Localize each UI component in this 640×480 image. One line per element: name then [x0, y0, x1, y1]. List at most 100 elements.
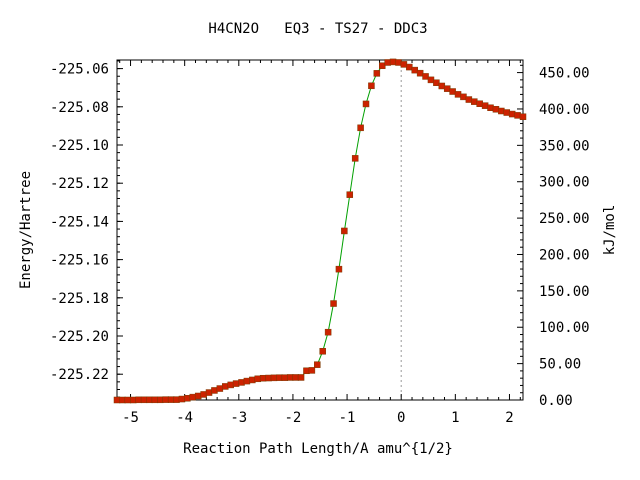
data-point [427, 76, 435, 84]
data-point [314, 361, 321, 368]
data-point [454, 91, 462, 98]
data-point [438, 82, 446, 90]
data-point [389, 58, 397, 66]
data-point [357, 124, 364, 132]
data-point [146, 396, 153, 404]
data-point [308, 367, 316, 374]
data-point [238, 379, 245, 386]
y2-tick-label: 200.00 [539, 247, 590, 263]
y2-tick-label: 450.00 [539, 66, 590, 82]
data-point [324, 328, 332, 336]
y2-tick-label: 100.00 [539, 320, 590, 336]
data-point [379, 62, 386, 69]
data-point [194, 392, 202, 400]
data-point [151, 396, 159, 404]
data-point [498, 107, 505, 115]
data-point [351, 155, 359, 162]
data-point [303, 367, 310, 375]
y2-tick-label: 400.00 [539, 102, 590, 118]
data-point [416, 69, 424, 77]
data-point [476, 100, 483, 107]
y-tick-label: -225.08 [50, 100, 109, 116]
data-point [129, 396, 137, 404]
data-point [265, 374, 272, 382]
y2-tick-label: 50.00 [539, 357, 581, 373]
x-tick-label: -2 [285, 410, 302, 426]
x-tick-label: -5 [122, 410, 139, 426]
y-tick-label: -225.22 [50, 367, 109, 383]
data-point [297, 374, 305, 381]
data-point [362, 100, 370, 108]
data-point [216, 385, 224, 392]
data-point [157, 396, 164, 404]
data-point [205, 389, 213, 396]
data-point [465, 96, 473, 103]
y2-tick-label: 0.00 [539, 393, 573, 409]
data-point [254, 375, 261, 383]
data-point [460, 93, 467, 101]
x-tick-label: 1 [451, 410, 459, 426]
data-point [433, 79, 440, 86]
data-point [281, 374, 289, 381]
data-point [211, 387, 218, 394]
data-point [503, 109, 511, 116]
data-point [406, 63, 413, 71]
data-point [259, 374, 267, 382]
data-point [227, 381, 234, 389]
data-point [492, 106, 500, 113]
data-point [270, 374, 278, 382]
data-point [200, 391, 207, 398]
y-tick-label: -225.14 [50, 214, 109, 230]
data-point [232, 380, 240, 387]
data-point [276, 374, 283, 381]
data-point [384, 59, 391, 66]
data-point [173, 396, 180, 403]
data-point [443, 85, 451, 92]
data-point [373, 70, 381, 77]
data-point [519, 113, 527, 120]
data-point [222, 383, 229, 390]
chart-title: H4CN2O EQ3 - TS27 - DDC3 [208, 21, 427, 37]
x-tick-label: 0 [397, 410, 405, 426]
y-tick-labels: -225.06 -225.08 -225.10 -225.12 -225.14 -225.… [50, 62, 109, 384]
data-point [135, 396, 142, 404]
data-point [286, 374, 294, 381]
data-point [341, 227, 348, 235]
data-point [184, 395, 191, 402]
y-tick-label: -225.12 [50, 176, 109, 192]
data-point [487, 104, 494, 112]
data-point [335, 265, 343, 273]
data-point [395, 59, 402, 66]
y-tick-label: -225.20 [50, 329, 109, 345]
data-point [140, 396, 148, 404]
y-tick-label: -225.16 [50, 253, 109, 269]
data-point [508, 110, 516, 118]
x-tick-label: -1 [339, 410, 356, 426]
data-point [481, 102, 489, 109]
data-point [162, 396, 169, 403]
y2-tick-label: 150.00 [539, 284, 590, 300]
y-axis-label: Energy/Hartree [18, 171, 34, 289]
x-tick-label: 2 [505, 410, 513, 426]
data-point [113, 396, 121, 404]
data-point-markers [113, 58, 527, 404]
data-point [368, 82, 375, 90]
data-point [119, 396, 126, 404]
data-point [411, 66, 418, 74]
data-point [124, 396, 132, 404]
data-point [330, 300, 337, 307]
data-point [189, 393, 197, 401]
x-tick-label: -4 [176, 410, 193, 426]
y-tick-label: -225.10 [50, 138, 109, 154]
plot-frame [116, 59, 524, 401]
y2-tick-label: 250.00 [539, 211, 590, 227]
x-axis-label: Reaction Path Length/A amu^{1/2} [183, 441, 453, 457]
y2-tick-label: 350.00 [539, 138, 590, 154]
data-point [471, 98, 478, 105]
y-tick-label: -225.06 [50, 62, 109, 78]
data-point [514, 112, 521, 119]
y2-axis-label: kJ/mol [602, 205, 618, 256]
data-point [249, 376, 256, 384]
data-point [346, 191, 354, 198]
